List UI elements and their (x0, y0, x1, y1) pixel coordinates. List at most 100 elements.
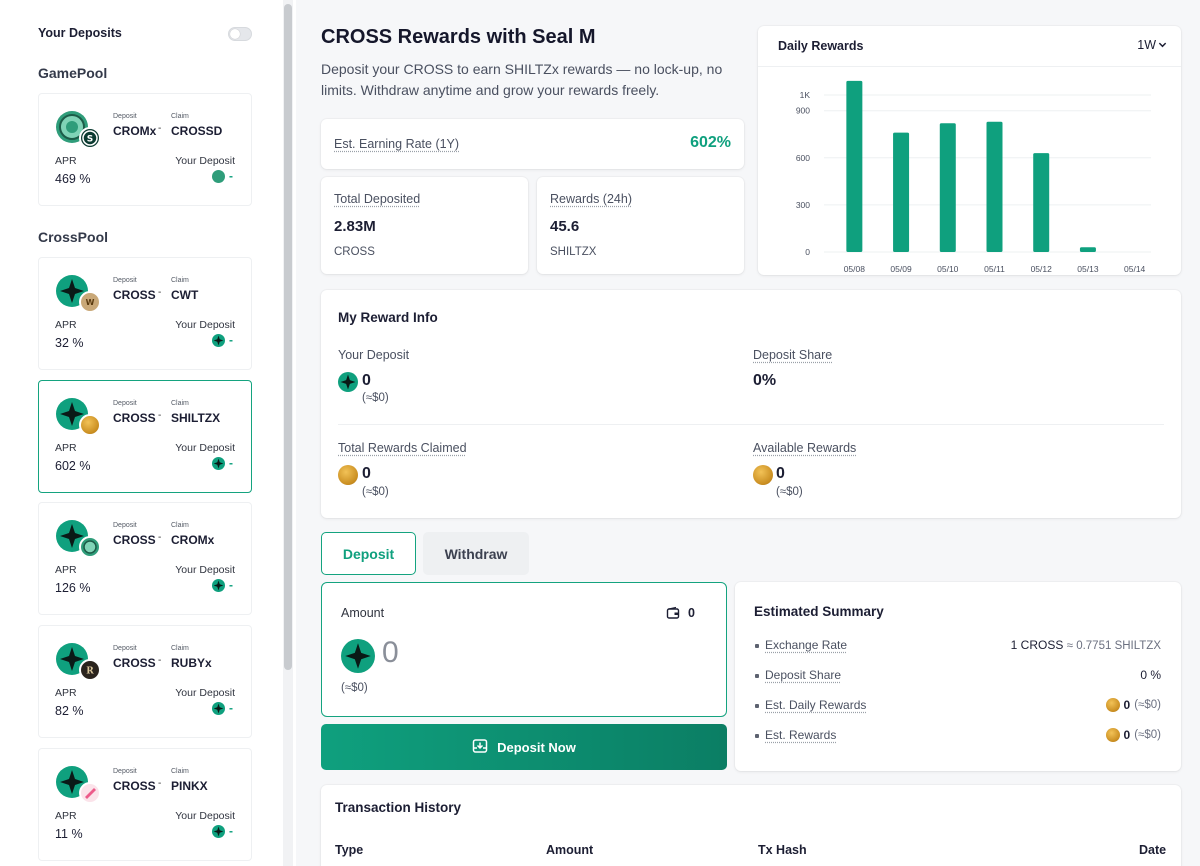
your-deposits-label: Your Deposits (38, 26, 122, 40)
sidebar: Your Deposits GamePool CrossPool S Depos… (0, 0, 296, 866)
deposit-mini-label: Deposit (113, 277, 137, 284)
apr-label: APR (55, 442, 77, 454)
transaction-history-card: Transaction History (321, 785, 1181, 866)
range-value: 1W (1137, 38, 1156, 52)
deposit-share-label[interactable]: Deposit Share (753, 348, 833, 362)
apr-label: APR (55, 155, 77, 167)
tab-deposit[interactable]: Deposit (321, 532, 416, 575)
total-deposited-unit: CROSS (334, 246, 375, 258)
summary-value-sub: ≈ 0.7751 SHILTZX (1066, 640, 1161, 652)
total-claimed-label[interactable]: Total Rewards Claimed (338, 441, 467, 455)
crossd-token-icon: S (79, 127, 101, 149)
x-tick-label: 05/14 (1124, 264, 1146, 274)
x-tick-label: 05/10 (937, 264, 959, 274)
your-deposit-value: - (229, 578, 233, 592)
pool-card-cross-pinkx[interactable]: Deposit Claim CROSS - PINKX APR 11 % You… (38, 748, 252, 861)
summary-key[interactable]: Est. Rewards (765, 728, 837, 742)
sidebar-scrollbar-thumb[interactable] (284, 4, 292, 670)
shiltzx-coin-icon (338, 465, 358, 485)
apr-value: 82 % (55, 704, 84, 718)
deposit-token: CROSS (113, 656, 156, 670)
your-deposits-toggle[interactable] (228, 27, 252, 41)
deposit-token: CROSS (113, 288, 156, 302)
reward-info-title: My Reward Info (338, 310, 438, 325)
claim-mini-label: Claim (171, 277, 189, 284)
daily-rewards-chart: 0 300 600 900 1K 05/08 05/09 05/10 05/11 05/12 05/… (796, 80, 1151, 274)
amount-input[interactable]: 0 (382, 636, 399, 669)
y-tick-label: 600 (796, 153, 810, 163)
bar-05-10[interactable] (939, 123, 956, 252)
total-claimed-value: 0 (362, 465, 371, 482)
your-deposit-label: Your Deposit (338, 348, 410, 362)
available-rewards-usd: (≈$0) (776, 486, 803, 498)
your-deposit-value: 0 (362, 372, 371, 389)
bar-05-11[interactable] (986, 121, 1003, 252)
summary-key[interactable]: Est. Daily Rewards (765, 698, 867, 712)
y-tick-label: 1K (800, 90, 811, 100)
tab-withdraw[interactable]: Withdraw (423, 532, 529, 575)
your-deposit-value: - (229, 333, 233, 347)
bullet-icon (755, 644, 759, 648)
cross-logo-icon (212, 579, 225, 592)
claim-mini-label: Claim (171, 768, 189, 775)
apr-label: APR (55, 564, 77, 576)
apr-value: 32 % (55, 336, 84, 350)
total-deposited-label[interactable]: Total Deposited (334, 192, 421, 206)
apr-label: APR (55, 810, 77, 822)
apr-value: 602 % (55, 459, 91, 473)
daily-rewards-card: Daily Rewards 1W 0 300 600 900 1K 05/08 05/09 0… (758, 26, 1181, 275)
claim-token: CROMx (171, 533, 215, 547)
rewards-24h-value: 45.6 (550, 218, 580, 235)
column-header-date: Date (1139, 843, 1167, 857)
summary-row-exchange-rate: Exchange Rate 1 CROSS ≈ 0.7751 SHILTZX (755, 638, 1161, 654)
claim-token: SHILTZX (171, 411, 221, 425)
deposit-now-button[interactable]: Deposit Now (321, 724, 727, 770)
bullet-icon (755, 674, 759, 678)
deposit-mini-label: Deposit (113, 400, 137, 407)
y-tick-label: 900 (796, 106, 810, 116)
bar-05-08[interactable] (846, 80, 863, 253)
apr-value: 11 % (55, 827, 83, 841)
summary-value-main: 0 (1123, 698, 1131, 712)
earning-rate-label[interactable]: Est. Earning Rate (1Y) (334, 137, 460, 151)
claim-mini-label: Claim (171, 522, 189, 529)
pool-card-cromx-crossd[interactable]: S Deposit Claim CROMx - CROSSD APR 469 %… (38, 93, 252, 206)
bar-05-09[interactable] (893, 132, 910, 252)
cromx-token-icon (212, 170, 225, 183)
x-tick-label: 05/12 (1031, 264, 1053, 274)
bullet-icon (755, 734, 759, 738)
summary-key[interactable]: Deposit Share (765, 668, 842, 682)
summary-value: 0 (≈$0) (1105, 728, 1161, 742)
deposit-token: CROSS (113, 779, 156, 793)
your-deposit-label: Your Deposit (175, 319, 235, 331)
pool-card-cross-cromx[interactable]: Deposit Claim CROSS - CROMx APR 126 % Yo… (38, 502, 252, 615)
section-title-gamepool: GamePool (38, 65, 108, 81)
daily-rewards-header: Daily Rewards 1W (758, 26, 1181, 67)
summary-value-main: 1 CROSS (1010, 638, 1064, 652)
amount-box[interactable]: Amount 0 0 (≈$0) (321, 582, 727, 717)
deposit-mini-label: Deposit (113, 645, 137, 652)
shiltzx-coin-icon (1105, 698, 1120, 712)
summary-key[interactable]: Exchange Rate (765, 638, 848, 652)
pinkx-token-icon (79, 782, 101, 804)
pool-card-cross-rubyx[interactable]: R Deposit Claim CROSS - RUBYx APR 82 % Y… (38, 625, 252, 738)
pair-separator: - (158, 123, 162, 134)
range-select[interactable]: 1W (1137, 38, 1167, 52)
divider (338, 424, 1164, 425)
claim-token: CWT (171, 288, 199, 302)
your-deposit-label: Your Deposit (175, 810, 235, 822)
shiltzx-coin-icon (1105, 728, 1120, 742)
total-deposited-value: 2.83M (334, 218, 376, 235)
bar-05-12[interactable] (1033, 153, 1050, 252)
pool-card-cross-shiltzx[interactable]: Deposit Claim CROSS - SHILTZX APR 602 % … (38, 380, 252, 493)
claim-token: PINKX (171, 779, 208, 793)
pool-card-cross-cwt[interactable]: W Deposit Claim CROSS - CWT APR 32 % You… (38, 257, 252, 370)
pair-separator: - (158, 778, 162, 789)
svg-text:S: S (87, 135, 93, 145)
x-tick-label: 05/13 (1077, 264, 1099, 274)
apr-value: 469 % (55, 172, 91, 186)
rewards-24h-card: Rewards (24h) 45.6 SHILTZX (537, 177, 744, 274)
bar-05-13[interactable] (1079, 247, 1096, 252)
available-rewards-label[interactable]: Available Rewards (753, 441, 857, 455)
rewards-24h-label[interactable]: Rewards (24h) (550, 192, 632, 206)
